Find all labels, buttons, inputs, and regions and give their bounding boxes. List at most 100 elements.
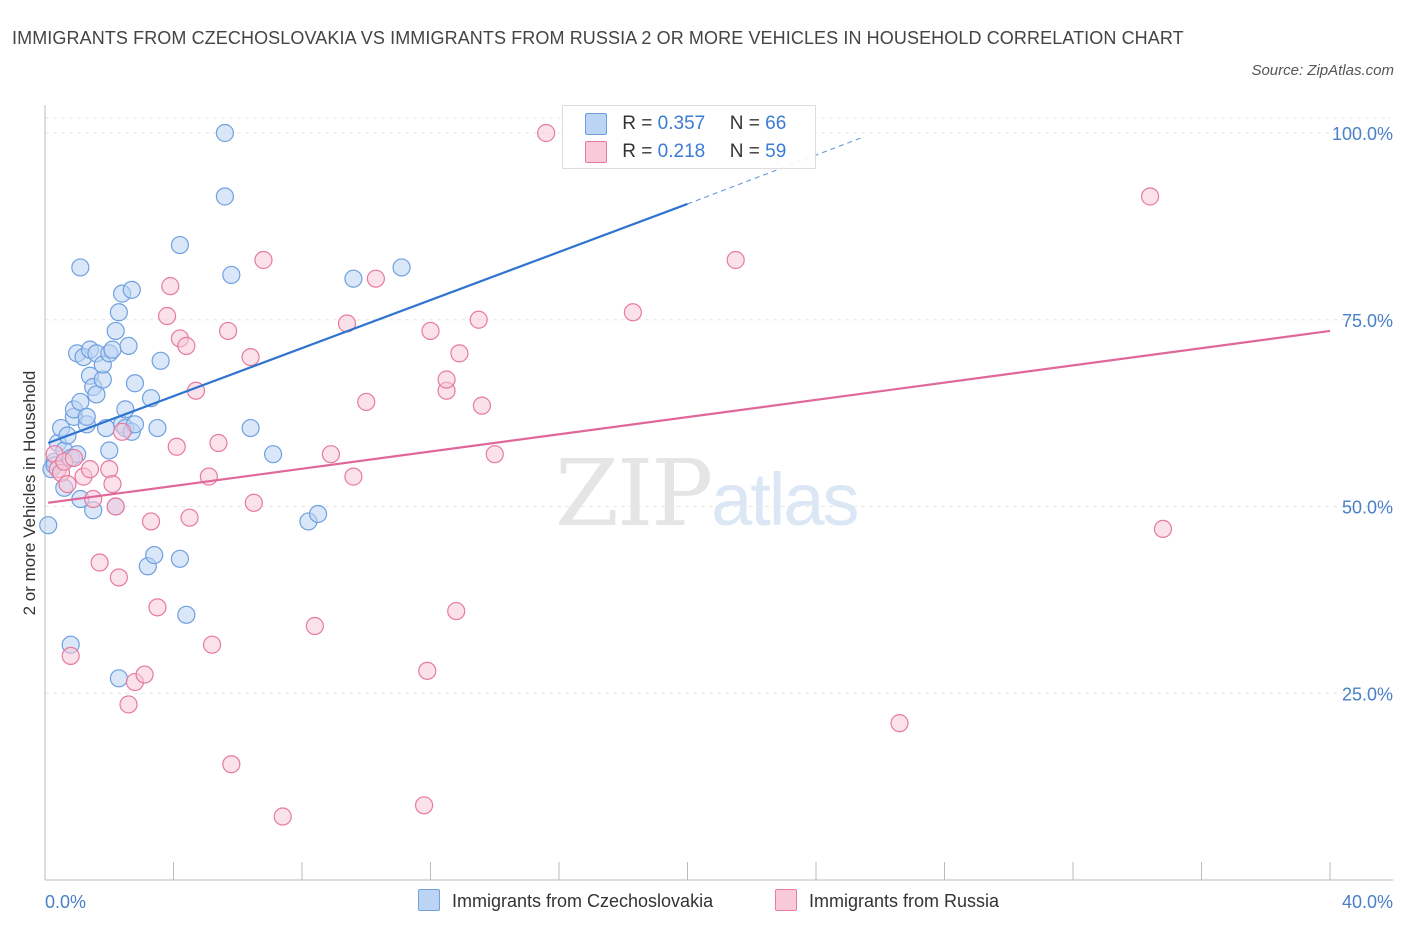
- data-point[interactable]: [273, 807, 292, 826]
- legend-item-russia[interactable]: Immigrants from Russia: [775, 889, 999, 912]
- watermark-atlas: atlas: [711, 458, 859, 541]
- data-point[interactable]: [119, 695, 138, 714]
- data-point[interactable]: [64, 448, 84, 468]
- data-point[interactable]: [726, 250, 745, 270]
- data-point[interactable]: [222, 265, 241, 285]
- chart-source: Source: ZipAtlas.com: [1251, 62, 1394, 79]
- legend-n-label: N =: [729, 141, 760, 163]
- data-point[interactable]: [485, 445, 504, 464]
- data-point[interactable]: [151, 351, 170, 370]
- data-point[interactable]: [106, 497, 125, 516]
- data-point[interactable]: [418, 661, 437, 680]
- data-point[interactable]: [103, 340, 122, 359]
- data-point[interactable]: [219, 321, 238, 341]
- data-point[interactable]: [141, 512, 161, 531]
- data-point[interactable]: [344, 467, 363, 486]
- data-point[interactable]: [437, 370, 456, 389]
- data-point[interactable]: [112, 422, 132, 441]
- data-point[interactable]: [61, 646, 80, 666]
- legend-r-value: 0.218: [657, 141, 706, 163]
- data-point[interactable]: [414, 796, 434, 815]
- data-point[interactable]: [344, 269, 363, 288]
- data-point[interactable]: [103, 474, 122, 494]
- legend-swatch-russia: [775, 889, 797, 911]
- data-point[interactable]: [109, 303, 128, 322]
- chart-title: IMMIGRANTS FROM CZECHOSLOVAKIA VS IMMIGR…: [12, 28, 1184, 48]
- trend-line-czechoslovakia: [47, 202, 688, 445]
- legend-row-czechoslovakia: R = 0.357 N = 66: [585, 113, 786, 137]
- data-point[interactable]: [148, 598, 167, 617]
- data-point[interactable]: [135, 665, 154, 684]
- data-point[interactable]: [392, 258, 411, 277]
- data-point[interactable]: [450, 344, 469, 363]
- data-point[interactable]: [77, 407, 96, 426]
- data-point[interactable]: [241, 348, 260, 367]
- data-point[interactable]: [305, 616, 324, 636]
- legend-swatch-czechoslovakia: [418, 889, 440, 911]
- data-point[interactable]: [1140, 187, 1160, 206]
- data-point[interactable]: [447, 601, 466, 621]
- data-point[interactable]: [357, 392, 376, 412]
- trend-line-extension: [687, 136, 865, 205]
- data-point[interactable]: [421, 321, 440, 341]
- data-point[interactable]: [106, 321, 125, 341]
- data-point[interactable]: [321, 445, 341, 464]
- data-point[interactable]: [80, 460, 100, 479]
- data-point[interactable]: [58, 474, 77, 494]
- data-point[interactable]: [170, 235, 190, 255]
- data-point[interactable]: [119, 336, 138, 355]
- data-point[interactable]: [157, 306, 177, 326]
- trend-line-russia: [48, 329, 1331, 504]
- data-point[interactable]: [254, 250, 273, 270]
- data-point[interactable]: [890, 714, 909, 733]
- legend-r-label: R =: [622, 113, 653, 135]
- legend-n-label: N =: [729, 113, 760, 135]
- data-point[interactable]: [215, 123, 234, 143]
- data-point[interactable]: [177, 605, 196, 624]
- x-tick-label-min: 0.0%: [45, 892, 86, 912]
- legend-label-czechoslovakia: Immigrants from Czechoslovakia: [452, 891, 714, 911]
- data-point[interactable]: [167, 437, 186, 456]
- data-point[interactable]: [109, 669, 128, 688]
- data-point[interactable]: [122, 280, 141, 299]
- data-point[interactable]: [469, 310, 488, 329]
- data-point[interactable]: [308, 504, 328, 524]
- legend-swatch-czechoslovakia: [585, 113, 607, 135]
- y-tick-labels: 100.0% 75.0% 50.0% 25.0%: [1332, 124, 1393, 704]
- data-point[interactable]: [222, 755, 241, 774]
- data-point[interactable]: [263, 445, 283, 464]
- data-point[interactable]: [623, 303, 642, 322]
- data-point[interactable]: [148, 418, 167, 438]
- data-point[interactable]: [109, 568, 128, 587]
- data-point[interactable]: [366, 269, 385, 288]
- data-point[interactable]: [84, 489, 103, 509]
- y-tick-label-25: 25.0%: [1342, 684, 1393, 704]
- data-point[interactable]: [39, 516, 58, 535]
- data-point[interactable]: [1153, 519, 1173, 539]
- data-point[interactable]: [180, 508, 199, 527]
- data-point[interactable]: [472, 396, 491, 415]
- data-point[interactable]: [100, 460, 119, 479]
- legend-item-czechoslovakia[interactable]: Immigrants from Czechoslovakia: [418, 889, 713, 912]
- data-point[interactable]: [145, 545, 164, 565]
- data-point[interactable]: [202, 635, 222, 654]
- legend-r-value: 0.357: [657, 113, 706, 135]
- zipatlas-watermark: ZIPatlas: [555, 440, 859, 547]
- legend-swatch-russia: [585, 141, 607, 163]
- correlation-legend: R = 0.357 N = 66 R = 0.218 N = 59: [562, 105, 816, 169]
- y-tick-label-50: 50.0%: [1342, 498, 1393, 518]
- data-point[interactable]: [170, 549, 190, 568]
- trend-lines: [47, 136, 1331, 504]
- data-point[interactable]: [90, 553, 109, 572]
- data-point[interactable]: [209, 433, 228, 453]
- data-point[interactable]: [244, 493, 263, 512]
- data-point[interactable]: [215, 187, 234, 206]
- data-point[interactable]: [537, 123, 556, 143]
- data-point[interactable]: [177, 336, 196, 355]
- data-point[interactable]: [125, 374, 145, 393]
- data-point[interactable]: [241, 418, 260, 438]
- data-point[interactable]: [161, 277, 180, 296]
- legend-r-label: R =: [622, 141, 653, 163]
- data-point[interactable]: [71, 258, 90, 277]
- data-point[interactable]: [100, 441, 119, 460]
